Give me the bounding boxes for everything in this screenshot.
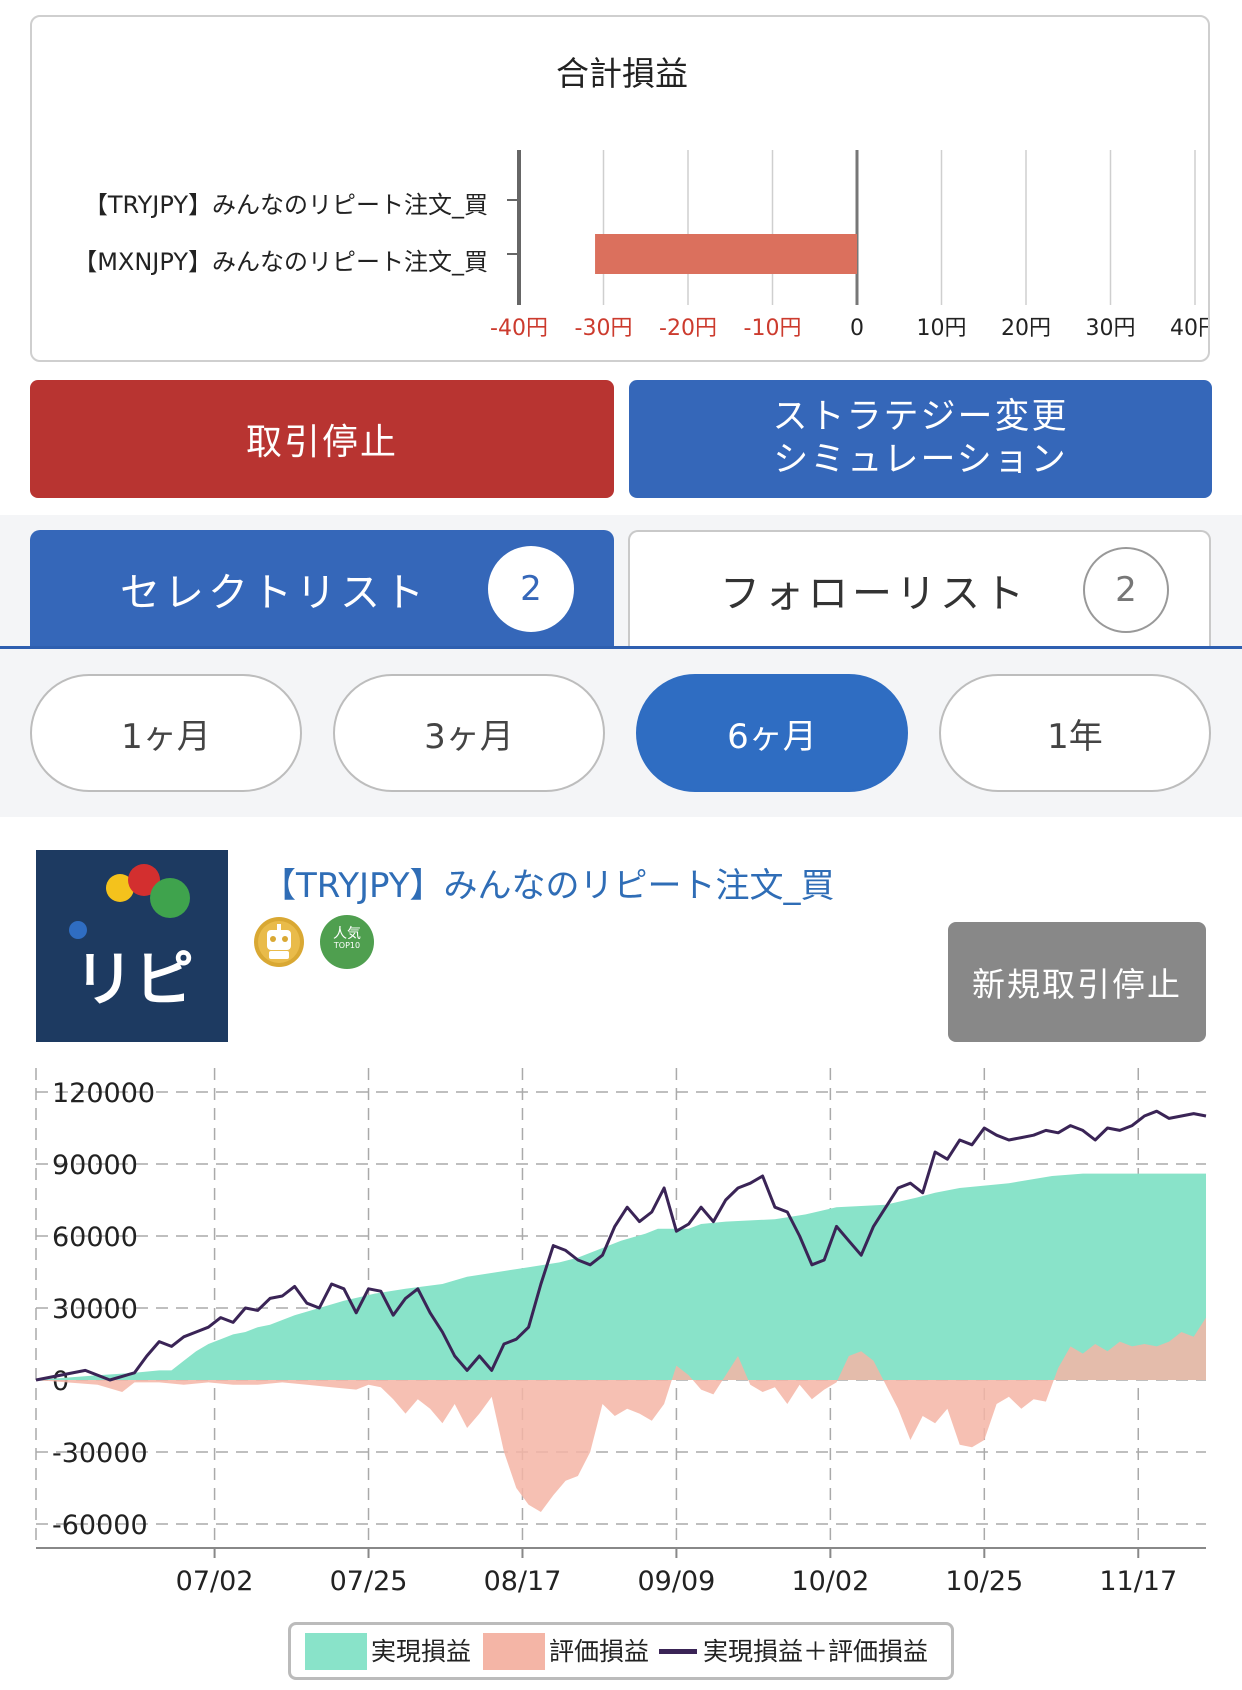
logo-text: リピ	[74, 945, 194, 1015]
tab-follow-list-count: 2	[1083, 547, 1169, 633]
stop-trading-button[interactable]: 取引停止	[30, 380, 614, 498]
tab-follow-list-label: フォローリスト	[720, 571, 1028, 617]
new-trade-stop-button[interactable]: 新規取引停止	[948, 922, 1206, 1042]
robot-badge-icon	[254, 917, 304, 967]
pnl-x-tick-label: 10/25	[945, 1566, 1023, 1597]
strategy-change-simulation-button[interactable]: ストラテジー変更 シミュレーション	[629, 380, 1212, 498]
summary-x-tick-label: 30円	[1086, 316, 1136, 341]
summary-x-tick-label: 0	[850, 316, 864, 341]
pnl-y-tick-label: -30000	[52, 1438, 148, 1469]
pnl-area-chart: 1200009000060000300000-30000-6000007/020…	[35, 1068, 1207, 1597]
summary-x-tick-label: -10円	[744, 316, 802, 341]
pnl-total-line	[35, 1109, 1207, 1382]
summary-x-tick-label: -30円	[575, 316, 633, 341]
summary-x-tick-label: 20円	[1001, 316, 1051, 341]
period-1-month-button[interactable]: 1ヶ月	[30, 674, 302, 792]
pnl-x-tick-label: 07/02	[176, 1566, 254, 1597]
legend-swatch-total	[659, 1649, 697, 1654]
strategy-button-line1: ストラテジー変更	[772, 397, 1069, 437]
summary-bar-mxnjpy	[595, 234, 857, 274]
tabs-divider	[0, 646, 1242, 649]
pnl-x-tick-label: 08/17	[484, 1566, 562, 1597]
pnl-x-tick-label: 10/02	[791, 1566, 869, 1597]
bar-label-tryjpy: 【TRYJPY】みんなのリピート注文_買	[83, 191, 488, 219]
pnl-y-tick-label: 60000	[52, 1222, 138, 1253]
summary-x-tick-label: 10円	[917, 316, 967, 341]
tab-select-list-label: セレクトリスト	[120, 570, 428, 616]
pnl-x-tick-label: 11/17	[1099, 1566, 1177, 1597]
summary-x-tick-label: 40円	[1170, 316, 1208, 341]
summary-x-tick-label: -40円	[490, 316, 548, 341]
pnl-y-tick-label: 120000	[52, 1078, 155, 1109]
summary-chart-title: 合計損益	[556, 54, 688, 93]
summary-x-tick-label: -20円	[659, 316, 717, 341]
legend-label-unrealized: 評価損益	[548, 1637, 649, 1666]
strategy-name-link[interactable]: 【TRYJPY】みんなのリピート注文_買	[262, 866, 835, 906]
tab-select-list[interactable]: セレクトリスト 2	[30, 530, 614, 648]
period-3-month-button[interactable]: 3ヶ月	[333, 674, 605, 792]
period-1-year-button[interactable]: 1年	[939, 674, 1211, 792]
tab-follow-list[interactable]: フォローリスト 2	[628, 530, 1211, 648]
pnl-y-tick-label: 30000	[52, 1294, 138, 1325]
tab-select-list-count: 2	[488, 546, 574, 632]
pnl-y-tick-label: 90000	[52, 1150, 138, 1181]
repeat-logo: リピ	[36, 850, 228, 1042]
strategy-button-line2: シミュレーション	[773, 440, 1068, 480]
popular-top10-badge: 人気 TOP10	[320, 915, 374, 969]
popular-badge-label: 人気	[333, 926, 361, 942]
legend-swatch-unrealized	[483, 1633, 545, 1670]
period-6-month-button[interactable]: 6ヶ月	[636, 674, 908, 792]
pnl-x-tick-label: 09/09	[638, 1566, 716, 1597]
legend-label-total: 実現損益＋評価損益	[703, 1637, 929, 1666]
pnl-y-tick-label: -60000	[52, 1510, 148, 1541]
summary-chart-card: 合計損益 【TRYJPY】みんなのリピート注文_買 【MXNJPY】みんなのリピ…	[30, 15, 1210, 362]
pnl-realized-area	[36, 1173, 1206, 1380]
legend-label-realized: 実現損益	[370, 1637, 471, 1666]
summary-bar-chart: -40円 -30円 -20円 -10円 0 10円 20円 30円 40円	[490, 150, 1208, 341]
chart-legend: 実現損益 評価損益 実現損益＋評価損益	[288, 1622, 954, 1680]
legend-swatch-realized	[305, 1633, 367, 1670]
bar-label-mxnjpy: 【MXNJPY】みんなのリピート注文_買	[73, 248, 488, 276]
pnl-unrealized-area	[36, 1317, 1206, 1512]
popular-badge-sub: TOP10	[333, 941, 361, 950]
pnl-x-tick-label: 07/25	[330, 1566, 408, 1597]
repeat-logo-graphic: リピ	[69, 864, 194, 1015]
